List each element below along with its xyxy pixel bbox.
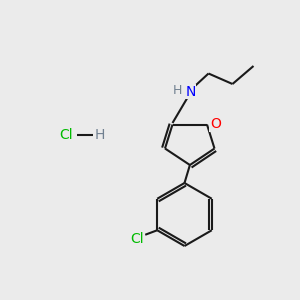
Text: N: N: [185, 85, 196, 98]
Text: Cl: Cl: [59, 128, 73, 142]
Text: H: H: [94, 128, 105, 142]
Text: H: H: [173, 83, 182, 97]
Text: Cl: Cl: [130, 232, 144, 246]
Text: O: O: [210, 117, 221, 131]
